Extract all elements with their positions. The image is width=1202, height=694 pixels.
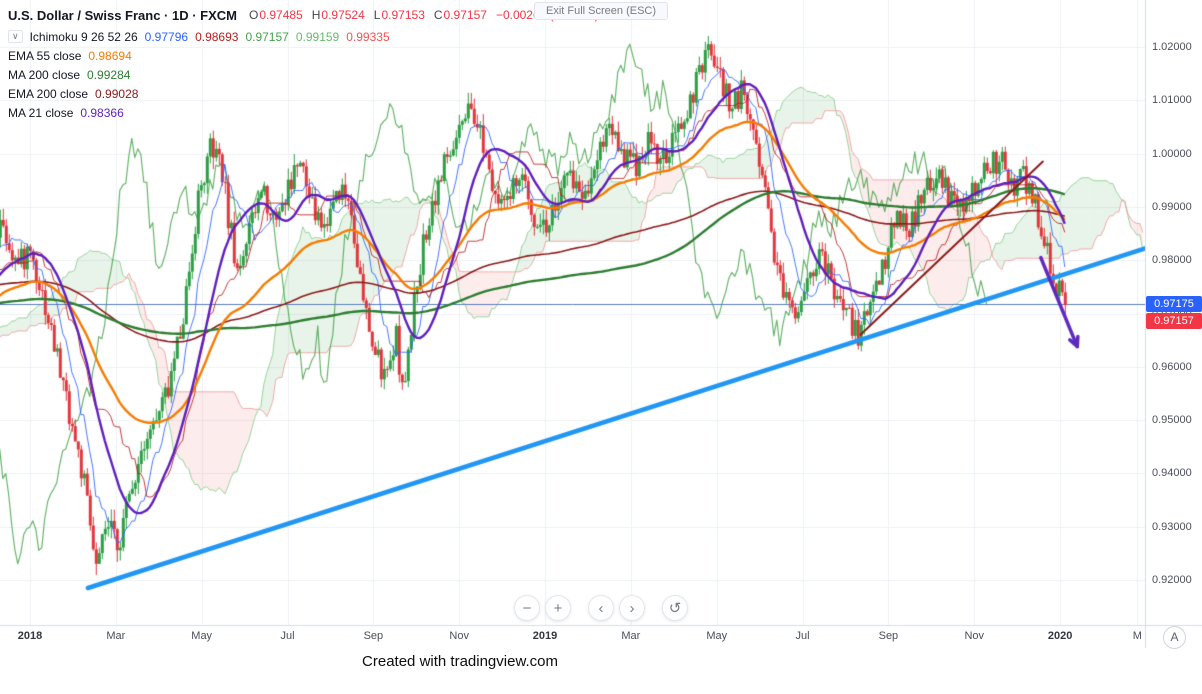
time-tick-label: May xyxy=(706,630,728,642)
time-tick-label: 2019 xyxy=(532,630,558,642)
indicator-value: 0.99159 xyxy=(295,29,340,44)
price-tick-label: 0.96000 xyxy=(1152,360,1192,373)
indicator-value: 0.98693 xyxy=(195,29,239,44)
indicator-value: 0.97796 xyxy=(144,29,189,44)
indicator-row-3[interactable]: EMA 200 close 0.99028 xyxy=(8,84,599,103)
time-tick-label: Nov xyxy=(449,630,469,642)
symbol-title-row: U.S. Dollar / Swiss Franc · 1D · FXCM O0… xyxy=(8,6,599,24)
indicator-label: MA 200 close xyxy=(8,67,81,82)
hline-price-label: 0.97175 xyxy=(1146,296,1202,313)
time-tick-label: 2020 xyxy=(1047,630,1073,642)
price-tick-label: 0.95000 xyxy=(1152,414,1192,427)
price-tick-label: 0.99000 xyxy=(1152,200,1192,213)
indicator-label: EMA 55 close xyxy=(8,48,82,63)
zoom-in-button[interactable]: + xyxy=(545,595,571,621)
time-tick-label: Sep xyxy=(878,630,899,642)
reset-chart-button[interactable]: ↺ xyxy=(662,595,688,621)
price-tick-label: 1.00000 xyxy=(1152,147,1192,160)
time-tick-label: Sep xyxy=(363,630,384,642)
indicator-row-4[interactable]: MA 21 close 0.98366 xyxy=(8,103,599,122)
time-axis[interactable]: 2018 Mar May Jul Sep Nov 2019 Mar May Jul Sep Nov 20… xyxy=(0,630,1202,648)
exit-fullscreen-button[interactable]: Exit Full Screen (ESC) xyxy=(533,2,669,20)
scroll-left-button[interactable]: ‹ xyxy=(588,595,614,621)
last-price-label: 0.97157 xyxy=(1146,313,1202,330)
price-tick-label: 0.93000 xyxy=(1152,520,1192,533)
time-tick-label: Nov xyxy=(964,630,985,642)
indicator-label: MA 21 close xyxy=(8,105,74,120)
ohlc-h: H0.97524 xyxy=(311,8,365,22)
price-tick-label: 0.98000 xyxy=(1152,254,1192,267)
indicator-value: 0.98694 xyxy=(88,48,132,63)
indicator-value: 0.99284 xyxy=(87,67,131,82)
time-tick-label: 2018 xyxy=(17,630,43,642)
time-tick-label: Mar xyxy=(621,630,641,642)
price-tick-label: 0.92000 xyxy=(1152,574,1192,586)
time-tick-label: M xyxy=(1132,630,1142,642)
chart-legend: U.S. Dollar / Swiss Franc · 1D · FXCM O0… xyxy=(8,6,599,122)
indicator-row-1[interactable]: EMA 55 close 0.98694 xyxy=(8,46,599,65)
time-tick-label: Mar xyxy=(106,630,126,642)
indicator-legend-rows: ∨ Ichimoku 9 26 52 26 0.97796 0.98693 0.9715… xyxy=(8,27,599,122)
indicator-row-2[interactable]: MA 200 close 0.99284 xyxy=(8,65,599,84)
indicator-label: EMA 200 close xyxy=(8,86,89,101)
price-tick-label: 0.94000 xyxy=(1152,467,1192,480)
time-tick-label: Jul xyxy=(280,630,295,642)
ohlc-o: O0.97485 xyxy=(249,8,303,22)
indicator-label: Ichimoku 9 26 52 26 xyxy=(29,29,138,44)
chart-nav-controls: − + ‹ › ↺ xyxy=(514,595,688,621)
scroll-right-button[interactable]: › xyxy=(619,595,645,621)
ohlc-c: C0.97157 xyxy=(433,8,487,22)
zoom-out-button[interactable]: − xyxy=(514,595,540,621)
indicator-value: 0.98366 xyxy=(80,105,124,120)
indicator-value: 0.97157 xyxy=(245,29,289,44)
indicator-value: 0.99028 xyxy=(95,86,139,101)
symbol-title[interactable]: U.S. Dollar / Swiss Franc · 1D · FXCM xyxy=(8,7,237,23)
ohlc-l: L0.97153 xyxy=(373,8,425,22)
indicator-row-0[interactable]: ∨ Ichimoku 9 26 52 26 0.97796 0.98693 0.9715… xyxy=(8,27,599,46)
indicator-value: 0.99335 xyxy=(346,29,390,44)
time-tick-label: Jul xyxy=(795,630,810,642)
chevron-down-icon[interactable]: ∨ xyxy=(8,30,23,43)
price-tick-label: 1.01000 xyxy=(1152,94,1192,107)
a-button[interactable]: A xyxy=(1163,626,1186,649)
tradingview-watermark: Created with tradingview.com xyxy=(362,653,558,670)
time-tick-label: May xyxy=(191,630,213,642)
price-tick-label: 1.02000 xyxy=(1152,41,1192,53)
